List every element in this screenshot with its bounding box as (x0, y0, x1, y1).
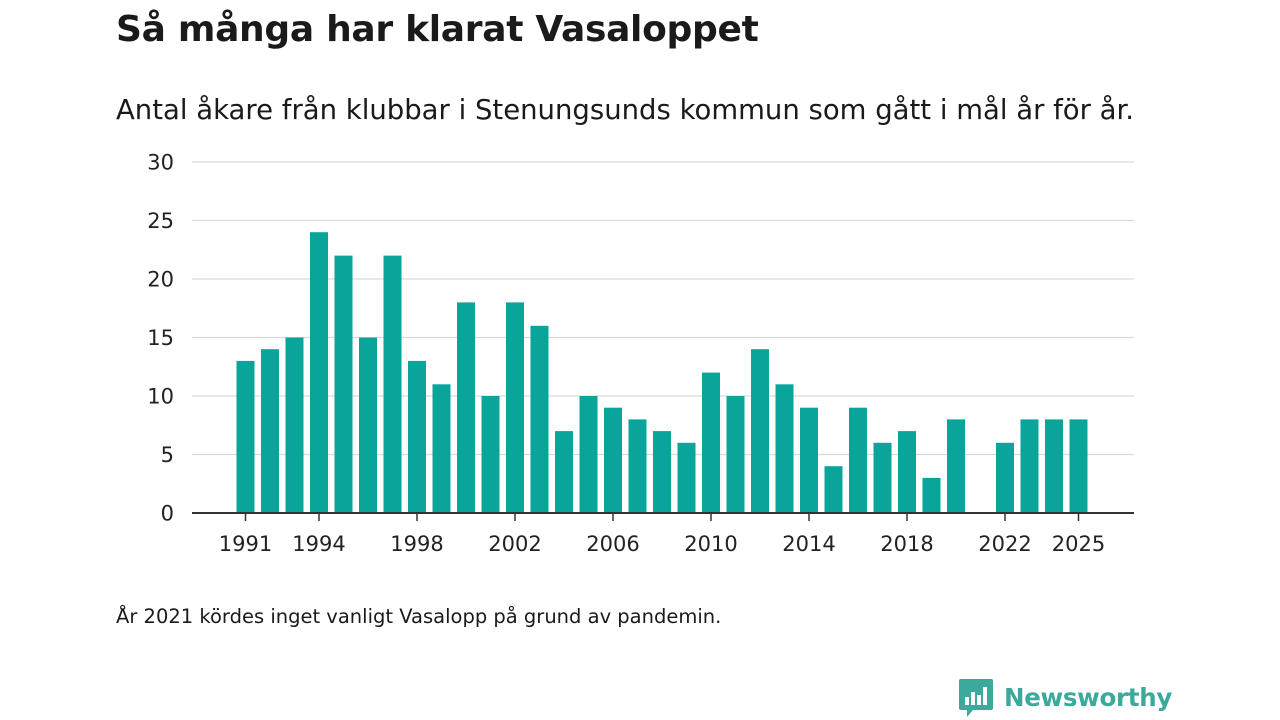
y-axis-labels: 0 5 10 15 20 25 30 (147, 151, 174, 526)
bar-1994 (310, 232, 328, 513)
x-tick-label: 1994 (292, 532, 345, 556)
bar-2023 (1020, 419, 1039, 513)
bar-2018 (898, 431, 916, 513)
x-tick-label: 1991 (219, 532, 272, 556)
bar-2019 (922, 477, 941, 513)
bar-2003 (530, 325, 549, 513)
bar-1995 (334, 255, 353, 513)
bar-2012 (751, 349, 769, 513)
brand-name: Newsworthy (1004, 683, 1173, 712)
x-axis (192, 512, 1134, 521)
x-tick-label: 2022 (978, 532, 1031, 556)
bar-1998 (408, 360, 426, 513)
bar-1996 (359, 337, 377, 513)
bar-2013 (775, 384, 794, 513)
y-tick-label: 25 (147, 209, 174, 233)
chart-title: Så många har klarat Vasaloppet (116, 9, 759, 50)
bars (236, 232, 1088, 513)
x-tick-label: 2002 (488, 532, 541, 556)
y-tick-label: 15 (147, 326, 174, 350)
bar-2002 (506, 302, 524, 513)
bar-2000 (457, 302, 475, 513)
bar-1999 (432, 384, 451, 513)
bar-2024 (1045, 419, 1063, 513)
bar-2010 (702, 372, 720, 513)
brand-logo[interactable]: Newsworthy (958, 678, 1172, 718)
bar-2022 (996, 442, 1014, 513)
bar-2014 (800, 407, 818, 513)
x-tick-label: 2006 (586, 532, 639, 556)
bar-2009 (677, 442, 696, 513)
bar-2001 (481, 396, 500, 513)
x-axis-labels: 1991 1994 1998 2002 2006 2010 2014 2018 2022 2025 (219, 532, 1105, 556)
y-tick-label: 0 (161, 502, 174, 526)
bar-2006 (604, 407, 622, 513)
y-tick-label: 30 (147, 151, 174, 175)
bar-2011 (726, 396, 745, 513)
y-tick-label: 10 (147, 385, 174, 409)
y-tick-label: 20 (147, 268, 174, 292)
x-tick-label: 2014 (782, 532, 835, 556)
gridlines (192, 161, 1134, 456)
bar-2004 (555, 431, 573, 513)
bar-2008 (653, 431, 671, 513)
bar-2017 (873, 442, 892, 513)
newsworthy-logo-icon (959, 679, 993, 717)
bar-1991 (236, 360, 255, 513)
bar-2016 (849, 407, 867, 513)
x-tick-label: 2010 (684, 532, 737, 556)
x-tick-label: 2025 (1052, 532, 1105, 556)
x-tick-label: 1998 (390, 532, 443, 556)
bar-1992 (261, 349, 279, 513)
y-tick-label: 5 (161, 443, 174, 467)
bar-2025 (1069, 419, 1088, 513)
bar-2007 (628, 419, 647, 513)
chart-subtitle: Antal åkare från klubbar i Stenungsunds … (116, 94, 1135, 126)
x-tick-label: 2018 (880, 532, 933, 556)
bar-1993 (285, 337, 304, 513)
bar-2005 (579, 396, 598, 513)
bar-2020 (947, 419, 965, 513)
bar-2015 (824, 466, 843, 513)
bar-1997 (383, 255, 402, 513)
footnote: År 2021 kördes inget vanligt Vasalopp på… (116, 605, 722, 628)
